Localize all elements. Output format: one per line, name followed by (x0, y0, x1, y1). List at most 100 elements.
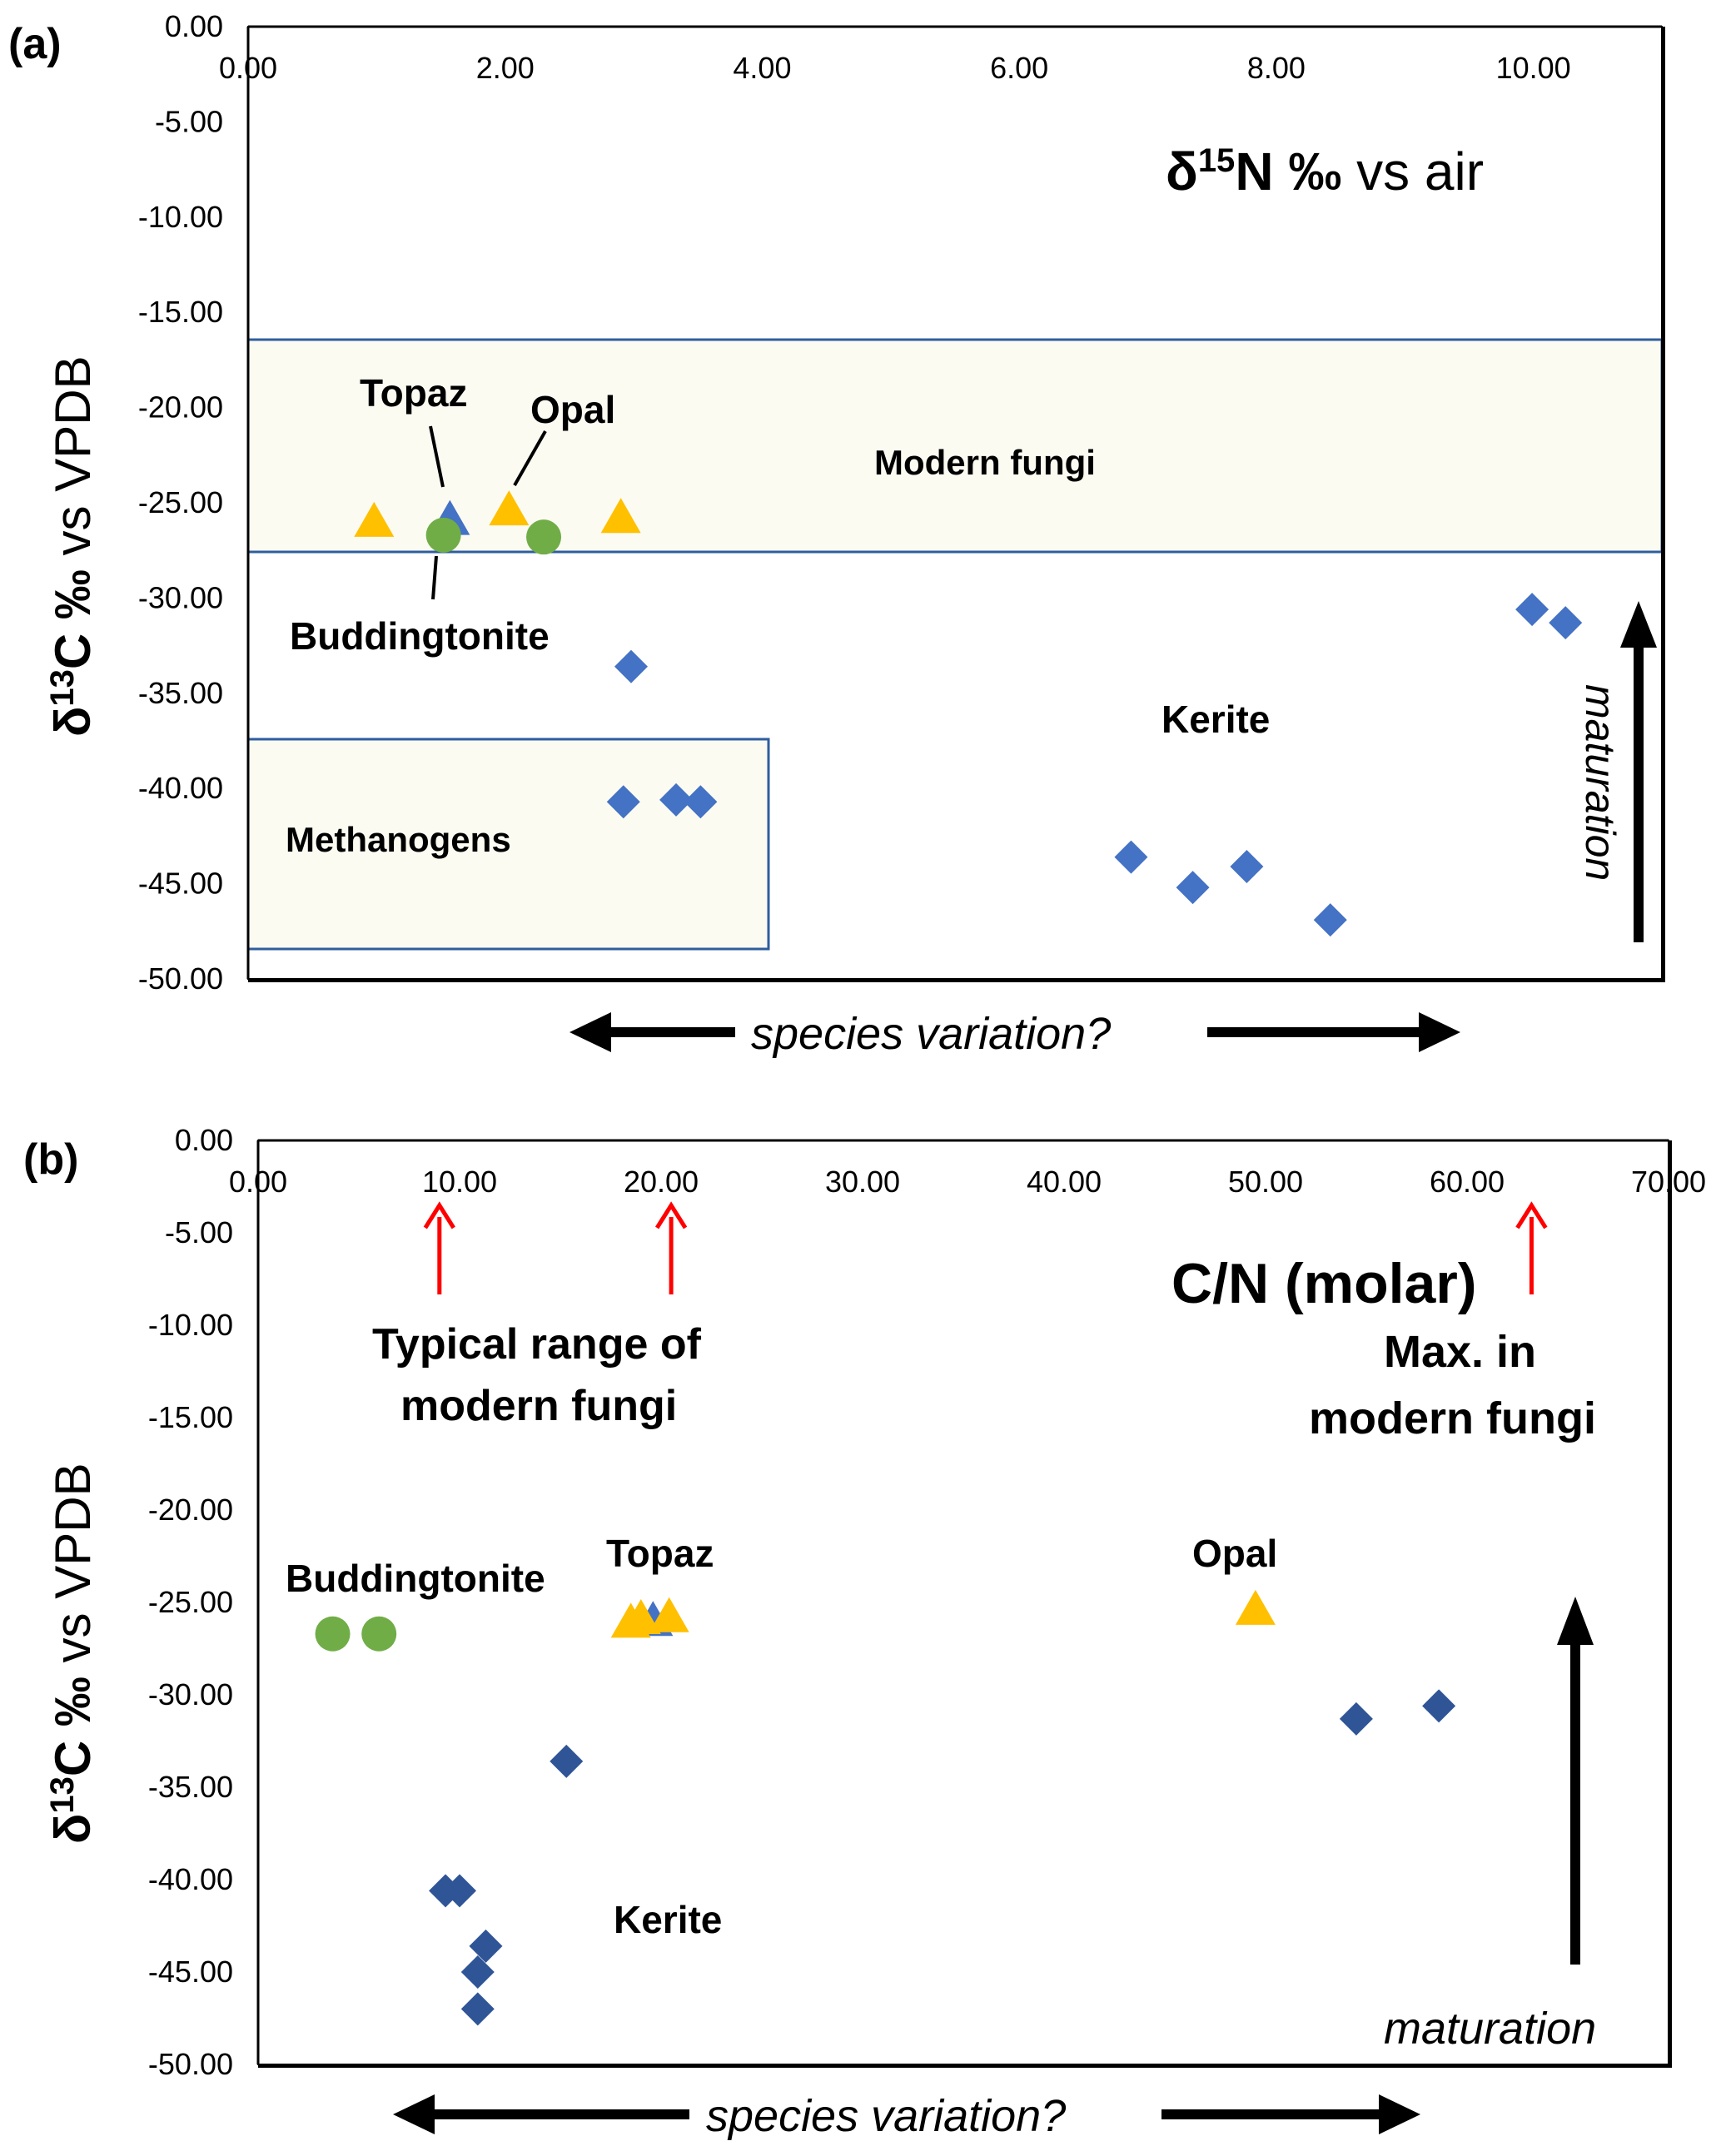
opal-leader-line (513, 430, 547, 486)
x-tick-label: 50.00 (1228, 1165, 1303, 1199)
panel-b-y-ticks: 0.00 -5.00 -10.00 -15.00 -20.00 -25.00 -30.00 -… (148, 1123, 233, 2081)
x-tick-label: 40.00 (1027, 1165, 1102, 1199)
y-tick-label: -15.00 (138, 295, 223, 329)
panel-a-species-arrow-right (1207, 1012, 1460, 1052)
y-tick-label: 0.00 (165, 9, 223, 43)
kerite-point (1515, 593, 1549, 627)
panel-a-x-axis-label: δ15N ‰ vs air (1166, 142, 1484, 201)
panel-b-maturation-arrow (1557, 1597, 1594, 1965)
panel-b-topaz-label: Topaz (606, 1532, 714, 1575)
opal-point (649, 1597, 689, 1632)
modern-fungi-region (246, 338, 1664, 554)
opal-point (489, 490, 530, 526)
panel-b: (b) 0.00 -5.00 -10.00 -15.00 -20.00 -25.00 -30… (23, 1123, 1706, 2141)
panel-a-frame-shadow-right (1662, 27, 1665, 982)
y-tick-label: -10.00 (138, 200, 223, 234)
kerite-point (550, 1744, 584, 1778)
panel-b-red-arrows (423, 1201, 1548, 1294)
y-tick-label: -35.00 (148, 1770, 233, 1804)
kerite-point (469, 1929, 503, 1963)
buddingtonite-point (361, 1616, 397, 1652)
opal-point (620, 1598, 661, 1634)
kerite-point (1313, 903, 1347, 937)
y-tick-label: -25.00 (148, 1585, 233, 1619)
max-fungi-label-line1: Max. in (1384, 1327, 1536, 1377)
kerite-point (1176, 871, 1210, 905)
x-tick-label: 30.00 (825, 1165, 900, 1199)
y-tick-label: -5.00 (165, 1215, 233, 1249)
buddingtonite-point (425, 517, 461, 553)
kerite-point (684, 785, 718, 819)
panel-b-points (315, 1589, 1456, 2026)
x-tick-label: 4.00 (733, 51, 791, 85)
kerite-point (1422, 1689, 1456, 1723)
y-tick-label: -30.00 (138, 580, 223, 614)
kerite-point (460, 1992, 495, 2026)
panel-a-species-variation-label: species variation? (751, 1009, 1111, 1059)
panel-a: (a) 0.00 -5.00 -10.00 -15.00 -20.00 -25.00 -30… (8, 9, 1665, 1059)
methanogens-label: Methanogens (286, 820, 511, 859)
x-tick-label: 10.00 (422, 1165, 497, 1199)
panel-a-buddingtonite-label: Buddingtonite (290, 614, 550, 658)
y-tick-label: -15.00 (148, 1400, 233, 1434)
panel-b-species-arrow-left (393, 2094, 689, 2134)
panel-b-x-ticks: 0.00 10.00 20.00 30.00 40.00 50.00 60.00 70.00 (229, 1165, 1706, 1199)
x-tick-label: 20.00 (624, 1165, 699, 1199)
kerite-point (460, 1955, 495, 1989)
panel-a-label: (a) (8, 20, 62, 68)
panel-b-species-variation-label: species variation? (706, 2091, 1066, 2141)
modern-fungi-label: Modern fungi (874, 443, 1096, 482)
panel-a-maturation-arrow (1620, 601, 1657, 942)
panel-a-y-axis-label: δ13C ‰ vs VPDB (44, 355, 101, 737)
kerite-point (1230, 850, 1264, 884)
opal-point (1235, 1589, 1276, 1625)
buddingtonite-point (315, 1616, 351, 1652)
y-tick-label: 0.00 (175, 1123, 233, 1157)
x-tick-label: 0.00 (219, 51, 277, 85)
y-tick-label: -20.00 (148, 1493, 233, 1527)
opal-point (600, 498, 641, 534)
methanogens-region (246, 738, 770, 951)
x-tick-label: 6.00 (990, 51, 1048, 85)
panel-a-frame-shadow-bottom (248, 979, 1665, 982)
kerite-point (614, 649, 649, 683)
panel-b-buddingtonite-label: Buddingtonite (286, 1557, 545, 1600)
typical-range-label-line1: Typical range of (372, 1320, 702, 1369)
panel-b-frame-shadow-bottom (258, 2064, 1672, 2068)
y-tick-label: -45.00 (138, 867, 223, 901)
panel-a-x-ticks: 0.00 2.00 4.00 6.00 8.00 10.00 (219, 51, 1571, 85)
panel-b-maturation-label: maturation (1384, 2004, 1596, 2054)
red-arrow-head (1515, 1201, 1548, 1230)
kerite-point (1549, 606, 1583, 640)
panel-a-opal-label: Opal (530, 388, 615, 431)
kerite-point (1114, 840, 1148, 874)
panel-b-kerite-label: Kerite (614, 1898, 722, 1941)
x-tick-label: 60.00 (1430, 1165, 1505, 1199)
x-tick-label: 10.00 (1496, 51, 1571, 85)
x-tick-label: 0.00 (229, 1165, 287, 1199)
y-tick-label: -5.00 (155, 104, 223, 138)
panel-a-y-ticks: 0.00 -5.00 -10.00 -15.00 -20.00 -25.00 -30.00 -… (138, 9, 223, 996)
panel-b-label: (b) (23, 1135, 78, 1184)
panel-b-frame-shadow-right (1669, 1140, 1672, 2068)
opal-point (354, 501, 395, 537)
y-tick-label: -20.00 (138, 390, 223, 425)
y-tick-label: -50.00 (138, 961, 223, 996)
topaz-leader-line (429, 425, 445, 488)
y-tick-label: -10.00 (148, 1308, 233, 1342)
y-tick-label: -40.00 (138, 771, 223, 805)
max-fungi-label-line2: modern fungi (1309, 1393, 1596, 1443)
y-tick-label: -50.00 (148, 2047, 233, 2081)
panel-a-kerite-label: Kerite (1161, 698, 1270, 741)
kerite-point (659, 782, 694, 817)
red-arrow-head (423, 1201, 455, 1230)
panel-b-opal-label: Opal (1192, 1532, 1277, 1575)
typical-range-label-line2: modern fungi (400, 1382, 677, 1430)
panel-a-topaz-label: Topaz (360, 371, 467, 415)
y-tick-label: -30.00 (148, 1677, 233, 1711)
buddingtonite-point (526, 519, 562, 555)
panel-a-species-arrow-left (570, 1012, 735, 1052)
y-tick-label: -35.00 (138, 676, 223, 710)
kerite-point (606, 785, 640, 819)
